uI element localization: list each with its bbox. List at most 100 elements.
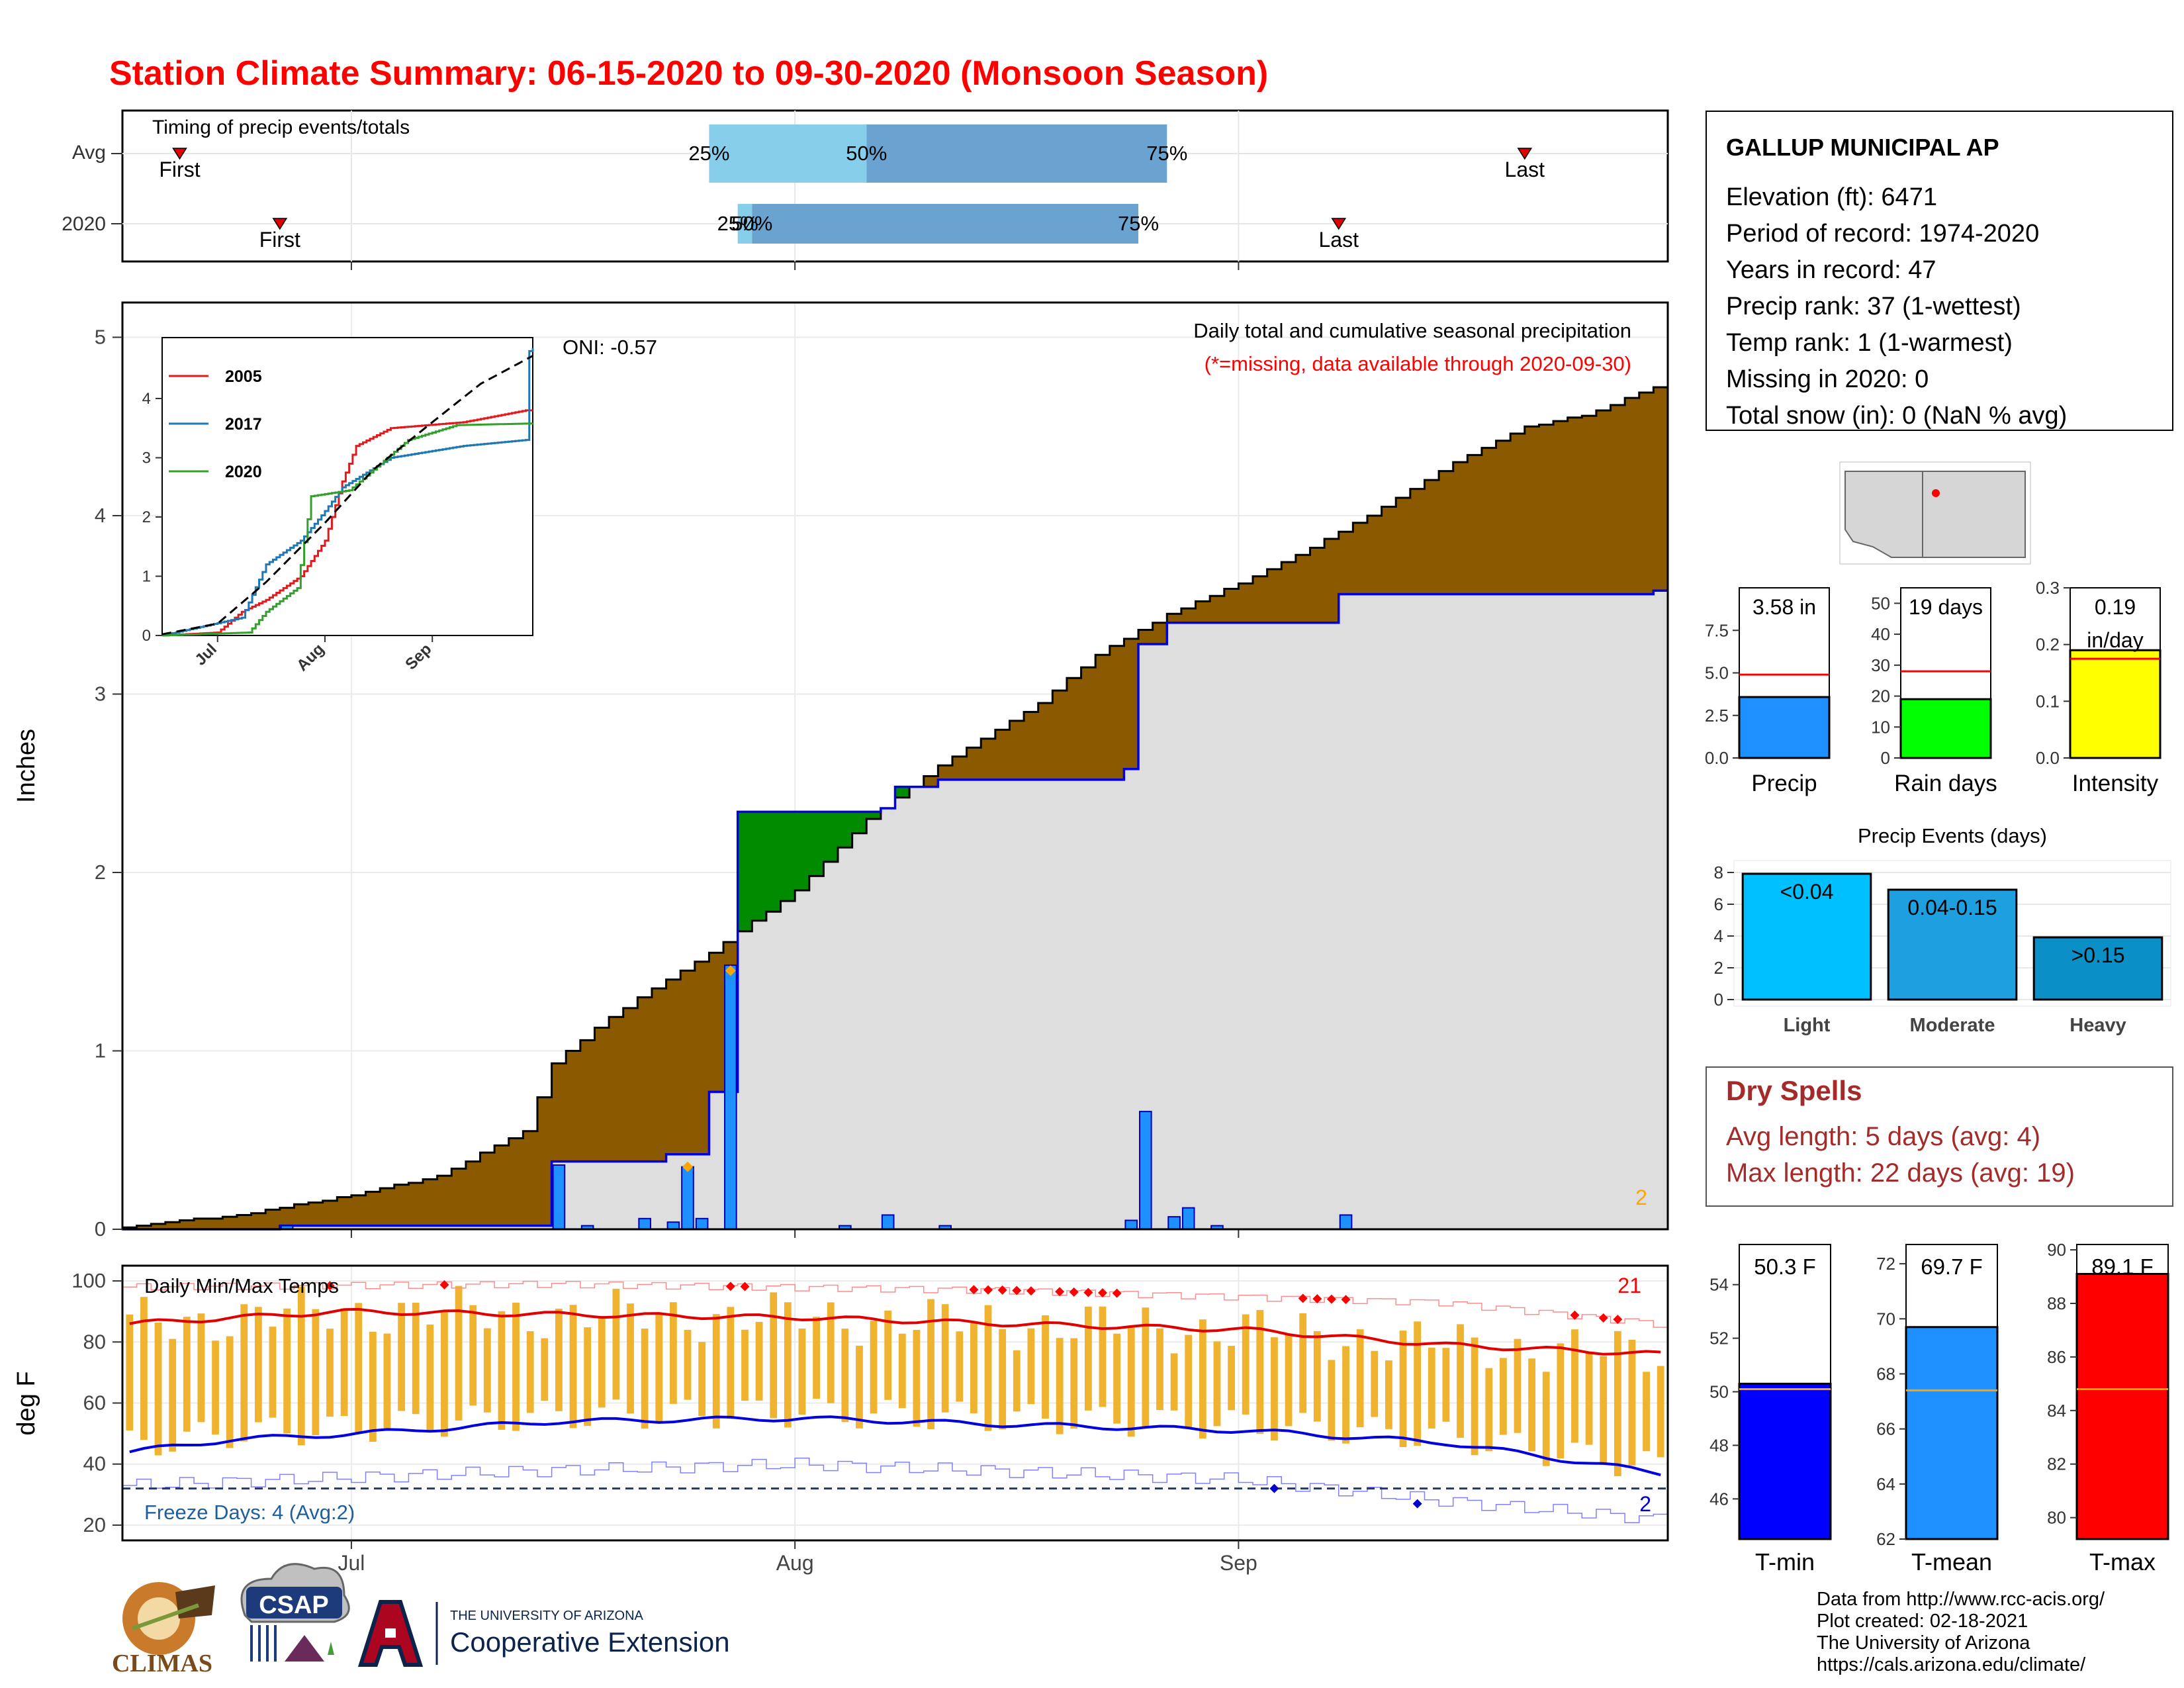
area-deficit — [351, 1195, 367, 1226]
area-deficit — [1024, 712, 1039, 780]
area-deficit — [265, 1209, 281, 1229]
record-high-marker — [439, 1280, 449, 1289]
event-bin-label: >0.15 — [2071, 943, 2125, 967]
area-deficit — [337, 1197, 352, 1226]
daily-temp-bar — [770, 1292, 778, 1419]
footer-line-2: The University of Arizona — [1817, 1632, 2030, 1654]
mini-bar-label: Rain days — [1894, 771, 1997, 796]
daily-temp-bar — [1528, 1358, 1536, 1452]
area-deficit — [1639, 393, 1654, 594]
area-deficit — [1596, 410, 1612, 594]
csap-logo: CSAP — [240, 1563, 350, 1662]
record-high-marker — [1097, 1288, 1107, 1298]
timing-pct-label: 75% — [1146, 142, 1187, 165]
area-deficit — [494, 1145, 510, 1226]
timing-pct-label: 25% — [688, 142, 729, 165]
temp-bar-label: T-max — [2089, 1548, 2156, 1575]
temp-ylabel: deg F — [13, 1371, 40, 1435]
area-deficit — [1109, 645, 1125, 780]
x-tick-label: Aug — [776, 1551, 814, 1575]
record-high-marker — [997, 1285, 1007, 1295]
area-deficit — [537, 1097, 553, 1226]
area-surplus — [809, 812, 824, 876]
daily-temp-bar — [1013, 1350, 1021, 1412]
missing-marker — [725, 965, 736, 976]
area-surplus — [752, 812, 767, 921]
daily-temp-bar — [999, 1329, 1007, 1430]
daily-temp-bar — [1600, 1356, 1608, 1465]
inset-line-average — [161, 355, 533, 635]
area-deficit — [1310, 547, 1325, 623]
daily-temp-bar — [226, 1336, 234, 1448]
area-deficit — [1253, 576, 1268, 623]
area-deficit — [1539, 424, 1554, 594]
area-deficit — [1424, 480, 1439, 594]
area-deficit — [194, 1218, 209, 1229]
area-deficit — [365, 1192, 381, 1226]
daily-temp-bar — [441, 1310, 448, 1437]
daily-temp-bar — [1256, 1309, 1264, 1434]
event-bar-light — [1741, 872, 1872, 1001]
mini-bar-value: 3.58 in — [1752, 595, 1816, 619]
daily-temp-bar — [841, 1329, 849, 1423]
timing-event-label: Last — [1505, 158, 1545, 181]
missing-marker — [682, 1161, 694, 1172]
daily-temp-bar — [1056, 1338, 1064, 1434]
daily-temp-bar — [1457, 1324, 1464, 1438]
daily-temp-bar — [755, 1321, 763, 1401]
area-surplus — [823, 812, 839, 862]
temp-bar-label: T-mean — [1911, 1548, 1992, 1575]
record-high-marker — [1341, 1295, 1351, 1305]
area-deficit — [666, 979, 681, 1154]
area-deficit — [322, 1200, 338, 1226]
daily-temp-bar — [1328, 1360, 1336, 1441]
dry-spells-title: Dry Spells — [1726, 1075, 1862, 1106]
footer-line-3: https://cals.arizona.edu/climate/ — [1817, 1654, 2086, 1675]
daily-temp-bar — [827, 1302, 835, 1403]
record-low-marker — [1412, 1499, 1422, 1509]
mini-bar-label: Intensity — [2072, 771, 2159, 796]
daily-precip-bar — [666, 1221, 680, 1230]
daily-temp-bar — [870, 1321, 878, 1414]
station-location-dot — [1932, 489, 1940, 497]
daily-temp-bar — [856, 1345, 863, 1429]
daily-temp-bar — [1657, 1366, 1664, 1458]
station-line-1: Period of record: 1974-2020 — [1726, 220, 2039, 248]
area-surplus — [895, 786, 910, 798]
area-deficit — [480, 1152, 495, 1226]
mini-bar-intensity — [2069, 649, 2161, 759]
legend-label: 2005 — [225, 367, 262, 386]
event-category-label: Light — [1784, 1015, 1831, 1036]
daily-temp-bar — [1027, 1328, 1035, 1405]
record-high-marker — [1613, 1315, 1623, 1325]
daily-temp-bar — [1342, 1346, 1349, 1444]
daily-temp-bar — [612, 1288, 620, 1400]
event-bin-label: 0.04-0.15 — [1907, 896, 1997, 919]
y-tick-label: 0.0 — [1705, 748, 1729, 768]
daily-temp-bar — [970, 1322, 978, 1414]
area-deficit — [1496, 440, 1511, 594]
area-deficit — [380, 1188, 395, 1226]
daily-temp-bar — [1643, 1372, 1650, 1452]
area-deficit — [609, 1017, 624, 1162]
temp-bar-t-max — [2075, 1273, 2169, 1540]
daily-temp-bar — [1299, 1313, 1307, 1413]
y-tick-label: 80 — [2047, 1508, 2066, 1528]
temp-bar-value: 50.3 F — [1754, 1254, 1816, 1279]
timing-pct-label: 25% — [717, 212, 758, 235]
timing-event-marker — [272, 218, 288, 230]
timing-bar-late — [866, 124, 1167, 183]
area-deficit — [1367, 516, 1383, 594]
daily-temp-bar — [1356, 1329, 1364, 1428]
y-tick-label: 5 — [95, 326, 106, 349]
area-deficit — [1610, 404, 1625, 594]
y-tick-label: 66 — [1876, 1419, 1895, 1439]
area-deficit — [1138, 630, 1154, 645]
area-deficit — [408, 1182, 424, 1226]
timing-row-2020: 2020 — [62, 213, 106, 235]
daily-precip-bar — [1167, 1216, 1181, 1231]
area-deficit — [1210, 596, 1225, 623]
precip-panel: 0 1 2 3 4 5 Inches Daily total and cumulative… — [13, 301, 1669, 1241]
timing-row-avg: Avg — [72, 142, 106, 164]
y-tick-label: 86 — [2047, 1347, 2066, 1367]
